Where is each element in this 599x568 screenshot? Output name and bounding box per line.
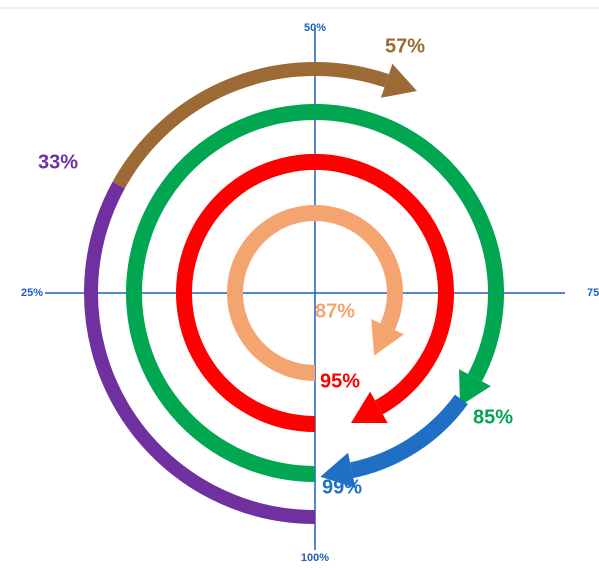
tick-label: 25% xyxy=(21,287,43,299)
tick-label: 50% xyxy=(304,22,326,34)
arrow-head xyxy=(320,452,356,488)
value-label: 99% xyxy=(322,476,362,498)
progress-arc xyxy=(176,154,454,432)
arrow-head xyxy=(371,319,404,356)
value-label: 57% xyxy=(385,35,425,57)
value-label: 87% xyxy=(315,300,355,322)
progress-arc xyxy=(84,181,316,524)
tick-label: 100% xyxy=(301,552,329,564)
value-label: 95% xyxy=(320,370,360,392)
arrow-head xyxy=(459,369,491,406)
value-label: 33% xyxy=(38,151,78,173)
value-label: 85% xyxy=(473,406,513,428)
progress-arc xyxy=(227,205,403,381)
progress-arc xyxy=(126,104,504,482)
arrow-head xyxy=(380,63,417,98)
arrow-head xyxy=(350,391,388,424)
tick-label: 75% xyxy=(587,287,599,299)
progress-arc xyxy=(112,62,389,189)
progress-arc xyxy=(349,394,468,479)
